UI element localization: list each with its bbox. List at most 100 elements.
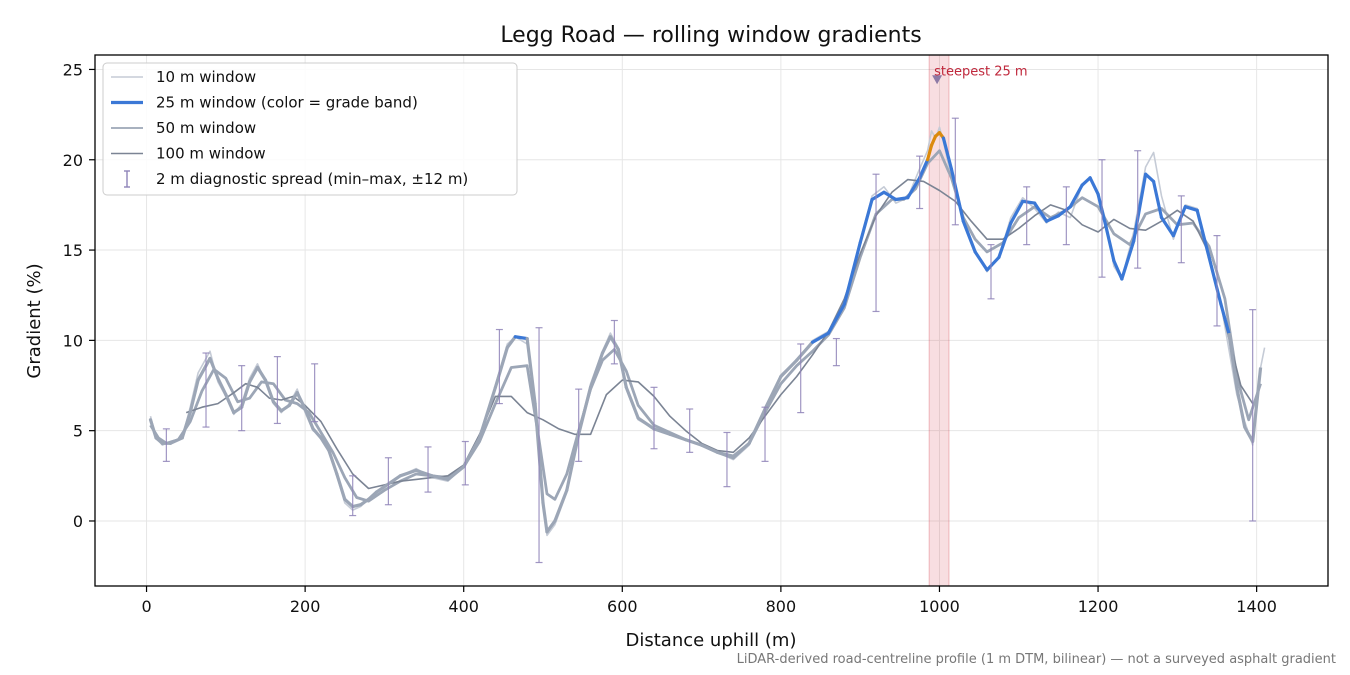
series-25m-segment [513, 335, 529, 341]
series-25m-segment [795, 340, 815, 362]
series-25m-segment [477, 385, 498, 440]
series-25m-segment [1104, 224, 1116, 263]
series-25m-segment [715, 450, 735, 460]
x-tick-label: 800 [766, 597, 797, 616]
legend-label: 50 m window [156, 119, 256, 137]
error-bar [349, 475, 357, 517]
series-25m-segment [398, 468, 418, 478]
error-bar [384, 457, 392, 506]
series-25m-segment [180, 411, 192, 440]
error-bar [1213, 235, 1221, 327]
series-25m-segment [961, 219, 977, 254]
error-bar [650, 386, 658, 450]
series-25m-segment [366, 490, 379, 501]
error-bar [832, 337, 840, 367]
series-25m-segment [343, 497, 355, 509]
error-bar [238, 365, 246, 432]
series-25m-segment [894, 196, 910, 202]
legend: 10 m window 25 m window (color = grade ba… [102, 62, 518, 196]
legend-25m: 25 m window (color = grade band) [111, 94, 418, 112]
series-25m-segment [1009, 199, 1025, 225]
series-25m-segment [1112, 259, 1124, 281]
series-25m-segment [196, 356, 212, 382]
series-25m-segment [248, 365, 260, 384]
error-bar [202, 352, 210, 428]
series-25m-segment [414, 468, 434, 478]
series-25m-segment [842, 241, 862, 306]
series-25m-segment [287, 391, 299, 407]
series-25m-segment [553, 488, 569, 523]
error-bar [162, 428, 170, 462]
series-25m-segment [168, 436, 184, 445]
footnote: LiDAR-derived road-centreline profile (1… [736, 652, 1336, 667]
error-bar [872, 173, 880, 313]
series-25m-segment [1219, 302, 1231, 335]
x-tick-label: 200 [290, 597, 321, 616]
y-tick-label: 20 [63, 151, 83, 170]
error-bar [1062, 186, 1070, 246]
series-25m-segment [525, 336, 537, 406]
error-bar [723, 431, 731, 488]
legend-100m: 100 m window [111, 145, 266, 163]
series-25m-segment [731, 441, 751, 460]
series-25m-segment [240, 380, 252, 409]
series-25m-segment [699, 443, 720, 454]
series-25m-segment [925, 143, 934, 162]
series-25m-segment [636, 416, 656, 431]
series-25m-segment [1033, 201, 1049, 223]
series-25m-segment [1080, 176, 1092, 187]
series-25m-segment [763, 374, 783, 411]
series-25m-segment [295, 391, 307, 411]
series-25m-segment [462, 436, 482, 469]
series-25m-segment [577, 385, 593, 436]
legend-label: 100 m window [156, 145, 266, 163]
series-25m-segment [311, 427, 323, 440]
error-bar [1098, 159, 1106, 278]
error-bar [461, 440, 469, 486]
error-bar [1249, 309, 1257, 522]
series-25m-tail [1227, 332, 1263, 444]
series-25m-segment [374, 485, 387, 494]
error-bars [162, 117, 1257, 564]
legend-error-bars: 2 m diagnostic spread (min–max, ±12 m) [124, 170, 468, 188]
legend-label: 2 m diagnostic spread (min–max, ±12 m) [156, 170, 468, 188]
series-25m-segment [858, 197, 874, 245]
series-25m-segment [918, 158, 930, 180]
series-25m-segment [1159, 215, 1175, 238]
series-25m-segment [1171, 205, 1187, 238]
series-25m-segment [1120, 239, 1136, 281]
series-25m-segment [826, 302, 846, 335]
series-25m-segment [255, 365, 268, 382]
error-bar [273, 356, 281, 425]
error-bar [424, 446, 432, 493]
x-tick-label: 0 [141, 597, 151, 616]
series-25m-segment [668, 432, 688, 442]
series-25m-segment [279, 403, 291, 413]
error-bar [987, 244, 995, 300]
series-25m-segment [1044, 214, 1061, 223]
series-25m-segment [232, 405, 244, 415]
error-bar [610, 319, 618, 365]
series-25m-segment [779, 358, 799, 379]
series-25m-segment [1132, 172, 1148, 243]
x-tick-label: 1400 [1236, 597, 1277, 616]
series-25m-segment [949, 167, 965, 223]
y-tick-label: 10 [63, 331, 83, 350]
chart-title: Legg Road — rolling window gradients [500, 23, 921, 48]
y-tick-label: 15 [63, 241, 83, 260]
error-bar [761, 406, 769, 462]
error-bar [1023, 186, 1031, 246]
series-25m-segment [906, 176, 922, 200]
error-bar [797, 343, 805, 414]
series-25m-segment [882, 190, 898, 202]
error-bar [1134, 150, 1142, 269]
series-25m-segment [1151, 179, 1164, 220]
series-25m-segment [359, 497, 371, 507]
x-tick-label: 1200 [1078, 597, 1119, 616]
series-25m-segment [335, 472, 347, 501]
series-25m-segment [565, 432, 581, 492]
legend-label: 10 m window [156, 68, 256, 86]
series-25m-segment [319, 436, 331, 453]
series-25m-segment [216, 376, 228, 397]
